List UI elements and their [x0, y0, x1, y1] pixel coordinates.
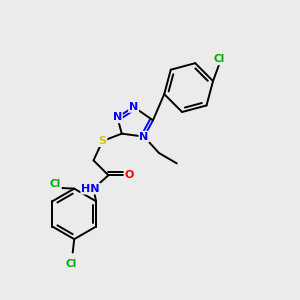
Text: S: S [98, 136, 106, 146]
Text: O: O [124, 170, 134, 180]
Text: Cl: Cl [66, 260, 77, 269]
Text: HN: HN [81, 184, 100, 194]
Text: N: N [140, 132, 149, 142]
Text: Cl: Cl [214, 54, 225, 64]
Text: N: N [113, 112, 122, 122]
Text: N: N [129, 102, 138, 112]
Text: Cl: Cl [49, 179, 61, 189]
